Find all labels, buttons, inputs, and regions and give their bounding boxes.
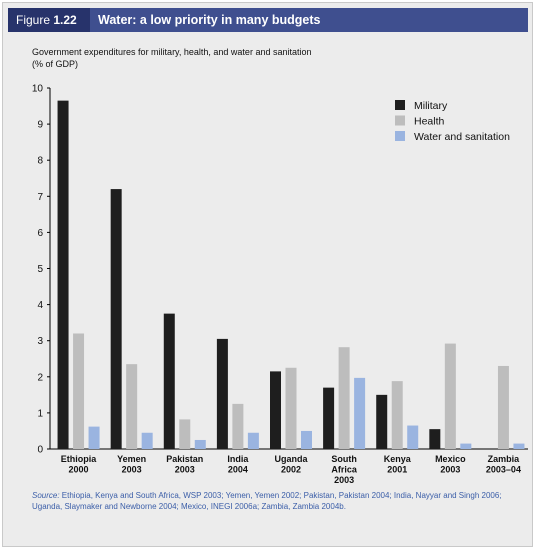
y-tick-label: 6 bbox=[37, 228, 43, 239]
figure-header bbox=[8, 8, 528, 32]
x-tick-label: 2000 bbox=[69, 465, 89, 475]
x-tick-label: Ethiopia bbox=[61, 454, 97, 464]
figure-number: 1.22 bbox=[53, 13, 77, 27]
bar-military bbox=[323, 387, 335, 449]
bar-water-and-sanitation bbox=[301, 430, 312, 449]
x-tick-label: India bbox=[227, 454, 249, 464]
chart-subtitle-line2: (% of GDP) bbox=[32, 59, 79, 69]
bar-military bbox=[163, 313, 175, 449]
x-tick-label: Mexico bbox=[435, 454, 466, 464]
bar-military bbox=[429, 429, 441, 449]
y-tick-label: 5 bbox=[37, 264, 43, 275]
y-tick-label: 3 bbox=[37, 336, 43, 347]
y-tick-label: 4 bbox=[37, 300, 43, 311]
source-text: Ethiopia, Kenya and South Africa, WSP 20… bbox=[32, 491, 502, 511]
bar-health bbox=[232, 403, 244, 449]
bar-military bbox=[216, 338, 228, 449]
y-tick-label: 10 bbox=[32, 84, 44, 95]
bar-water-and-sanitation bbox=[141, 432, 153, 449]
x-tick-label: 2002 bbox=[281, 465, 301, 475]
x-tick-label: 2003 bbox=[122, 465, 142, 475]
bar-health bbox=[285, 367, 297, 449]
x-tick-label: 2004 bbox=[228, 465, 248, 475]
x-tick-label: 2003 bbox=[175, 465, 195, 475]
x-tick-label: 2001 bbox=[387, 465, 407, 475]
bar-health bbox=[73, 333, 85, 449]
bar-water-and-sanitation bbox=[354, 377, 366, 449]
x-tick-label: 2003–04 bbox=[486, 465, 521, 475]
chart-subtitle-line1: Government expenditures for military, he… bbox=[32, 47, 312, 57]
bar-water-and-sanitation bbox=[407, 425, 419, 449]
x-tick-label: Kenya bbox=[384, 454, 412, 464]
x-tick-label: Uganda bbox=[274, 454, 308, 464]
y-tick-label: 1 bbox=[37, 408, 43, 419]
bar-water-and-sanitation bbox=[194, 439, 206, 449]
bar-military bbox=[270, 371, 281, 449]
y-tick-label: 2 bbox=[37, 372, 43, 383]
figure-title: Water: a low priority in many budgets bbox=[98, 13, 321, 27]
bar-health bbox=[126, 364, 138, 449]
bar-military bbox=[110, 189, 122, 449]
x-tick-label: Zambia bbox=[488, 454, 521, 464]
bar-water-and-sanitation bbox=[247, 432, 259, 449]
y-tick-label: 0 bbox=[37, 445, 43, 456]
bar-water-and-sanitation bbox=[88, 426, 100, 449]
y-tick-label: 8 bbox=[37, 156, 43, 167]
x-tick-label: Pakistan bbox=[166, 454, 203, 464]
bar-water-and-sanitation bbox=[513, 443, 525, 449]
chart-subtitle: Government expenditures for military, he… bbox=[32, 46, 512, 70]
legend-label: Health bbox=[414, 116, 445, 128]
y-tick-label: 7 bbox=[37, 192, 43, 203]
x-tick-label: South bbox=[331, 454, 357, 464]
x-tick-label: Yemen bbox=[117, 454, 146, 464]
figure-label: Figure bbox=[16, 13, 51, 27]
figure-number-tag: Figure 1.22 bbox=[8, 8, 90, 32]
bar-health bbox=[444, 343, 456, 449]
bar-water-and-sanitation bbox=[460, 443, 472, 449]
bar-health bbox=[391, 381, 403, 449]
source-note: Source: Ethiopia, Kenya and South Africa… bbox=[32, 490, 532, 512]
bar-health bbox=[179, 419, 191, 449]
bar-health bbox=[497, 365, 509, 449]
legend-swatch bbox=[395, 131, 405, 141]
bar-health bbox=[338, 347, 350, 449]
bar-military bbox=[376, 394, 388, 449]
x-tick-label: 2003 bbox=[440, 465, 460, 475]
x-tick-label: 2003 bbox=[334, 475, 354, 485]
legend-label: Water and sanitation bbox=[414, 131, 510, 143]
y-tick-label: 9 bbox=[37, 120, 43, 131]
source-label: Source: bbox=[32, 491, 60, 500]
legend-swatch bbox=[395, 115, 405, 126]
legend-label: Military bbox=[414, 100, 448, 112]
legend-swatch bbox=[395, 100, 405, 110]
x-tick-label: Africa bbox=[331, 465, 358, 475]
bar-military bbox=[57, 100, 69, 449]
